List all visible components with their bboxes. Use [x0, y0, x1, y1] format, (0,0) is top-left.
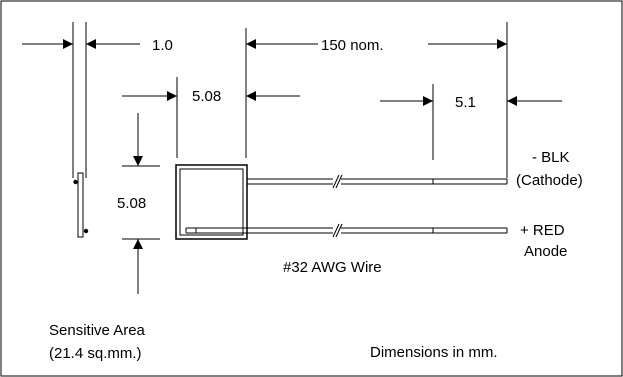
width-label: 5.08: [192, 88, 221, 105]
wire-gauge-label: #32 AWG Wire: [283, 259, 382, 276]
side-view-lead-bottom: [83, 228, 89, 234]
cathode-break-mark: [332, 174, 343, 189]
side-view-lead-top: [73, 179, 78, 185]
sensitive-area: [179, 168, 244, 236]
sensitive-area-label-line2: (21.4 sq.mm.): [49, 345, 142, 362]
anode-lead: [185, 223, 508, 238]
cathode-label-line2: (Cathode): [516, 172, 583, 189]
front-view: [175, 164, 248, 240]
length-label: 150 nom.: [321, 37, 384, 54]
width-dimension: 5.08: [122, 28, 300, 158]
side-view-body: [77, 172, 84, 238]
height-dimension: 5.08: [117, 113, 160, 294]
cathode-lead: [247, 174, 508, 189]
cathode-label-line1: - BLK: [532, 149, 570, 166]
sensitive-area-label-line1: Sensitive Area: [49, 322, 146, 339]
thickness-dimension: 1.0: [22, 22, 173, 178]
side-view: [73, 172, 89, 238]
units-note: Dimensions in mm.: [370, 344, 498, 361]
lead-length-dimension: 5.1: [380, 84, 562, 160]
anode-label-line1: + RED: [520, 222, 565, 239]
anode-break-mark: [332, 223, 343, 238]
sensor-body-outer: [175, 164, 248, 240]
lead-length-label: 5.1: [455, 94, 476, 111]
height-label: 5.08: [117, 195, 146, 212]
anode-label-line2: Anode: [524, 243, 567, 260]
thickness-label: 1.0: [152, 37, 173, 54]
